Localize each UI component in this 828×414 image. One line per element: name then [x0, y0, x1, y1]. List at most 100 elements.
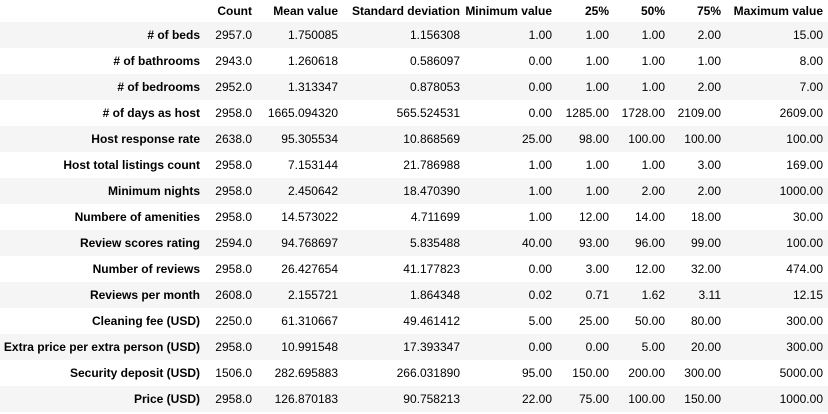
- table-cell: 96.00: [634, 236, 665, 250]
- table-row: Security deposit (USD) 1506.0 282.695883 26…: [0, 360, 828, 386]
- table-cell: 26.427654: [281, 262, 338, 276]
- table-cell: 21.786988: [403, 158, 460, 172]
- table-cell: 2958.0: [215, 262, 252, 276]
- table-row: Number of reviews 2958.0 26.427654 41.17782…: [0, 256, 828, 282]
- table-cell: 49.461412: [403, 314, 460, 328]
- table-cell: 2.00: [697, 28, 721, 42]
- table-cell: 5.00: [528, 314, 552, 328]
- table-cell: 1.00: [641, 158, 665, 172]
- table-cell: 90.758213: [403, 392, 460, 406]
- table-cell: 41.177823: [403, 262, 460, 276]
- table-cell: 1.00: [528, 210, 552, 224]
- table-row: Price (USD) 2958.0 126.870183 90.758213 22.0…: [0, 386, 828, 412]
- table-cell: 5.00: [641, 340, 665, 354]
- table-cell: 2609.00: [779, 106, 823, 120]
- table-row: # of days as host 2958.0 1665.094320 565.52…: [0, 100, 828, 126]
- table-cell: 1665.094320: [267, 106, 338, 120]
- column-header: Minimum value: [465, 4, 552, 18]
- table-cell: 40.00: [521, 236, 552, 250]
- table-cell: 80.00: [690, 314, 721, 328]
- table-cell: 300.00: [684, 366, 721, 380]
- table-cell: 1.62: [641, 288, 665, 302]
- table-cell: 0.02: [528, 288, 552, 302]
- table-cell: 1.00: [641, 80, 665, 94]
- table-cell: 22.00: [521, 392, 552, 406]
- table-cell: 0.00: [528, 54, 552, 68]
- table-cell: 1.00: [528, 184, 552, 198]
- table-cell: 5.835488: [409, 236, 460, 250]
- table-cell: 300.00: [786, 340, 823, 354]
- column-header: Count: [217, 4, 252, 18]
- table-cell: 12.15: [792, 288, 823, 302]
- table-cell: 18.470390: [403, 184, 460, 198]
- row-label: Host total listings count: [63, 158, 200, 172]
- table-cell: 2608.0: [215, 288, 252, 302]
- table-cell: 100.00: [628, 392, 665, 406]
- header-row: Count Mean value Standard deviation Minimum…: [0, 0, 828, 22]
- table-cell: 8.00: [799, 54, 823, 68]
- table-cell: 93.00: [578, 236, 609, 250]
- table-cell: 1000.00: [779, 392, 823, 406]
- table-cell: 2958.0: [215, 210, 252, 224]
- table-cell: 18.00: [690, 210, 721, 224]
- table-cell: 1.00: [585, 54, 609, 68]
- table-row: Minimum nights 2958.0 2.450642 18.470390 1.0…: [0, 178, 828, 204]
- table-cell: 1.00: [528, 28, 552, 42]
- table-cell: 14.573022: [281, 210, 338, 224]
- table-cell: 2638.0: [215, 132, 252, 146]
- table-row: Cleaning fee (USD) 2250.0 61.310667 49.4614…: [0, 308, 828, 334]
- table-cell: 300.00: [786, 314, 823, 328]
- row-label: Number of reviews: [92, 262, 200, 276]
- table-cell: 0.878053: [409, 80, 460, 94]
- table-cell: 25.00: [521, 132, 552, 146]
- table-cell: 2594.0: [215, 236, 252, 250]
- table-cell: 1.00: [528, 158, 552, 172]
- table-cell: 50.00: [634, 314, 665, 328]
- row-label: # of bathrooms: [113, 54, 200, 68]
- table-cell: 10.991548: [281, 340, 338, 354]
- table-cell: 2958.0: [215, 340, 252, 354]
- column-header: 50%: [640, 4, 665, 18]
- table-cell: 282.695883: [274, 366, 338, 380]
- table-cell: 1.00: [585, 28, 609, 42]
- table-row: Review scores rating 2594.0 94.768697 5.835…: [0, 230, 828, 256]
- table-cell: 200.00: [628, 366, 665, 380]
- table-cell: 95.305534: [281, 132, 338, 146]
- table-cell: 1.00: [585, 158, 609, 172]
- table-cell: 2.450642: [287, 184, 338, 198]
- table-cell: 99.00: [690, 236, 721, 250]
- table-cell: 1.00: [697, 54, 721, 68]
- row-label: # of beds: [147, 28, 200, 42]
- table-cell: 2.155721: [287, 288, 338, 302]
- table-row: # of bedrooms 2952.0 1.313347 0.878053 0.00 1…: [0, 74, 828, 100]
- table-cell: 3.00: [697, 158, 721, 172]
- table-cell: 30.00: [792, 210, 823, 224]
- table-cell: 12.00: [634, 262, 665, 276]
- column-header: Maximum value: [733, 4, 823, 18]
- table-cell: 0.00: [585, 340, 609, 354]
- table-cell: 5000.00: [779, 366, 823, 380]
- table-cell: 4.711699: [410, 210, 460, 224]
- column-header: 75%: [696, 4, 721, 18]
- table-cell: 2952.0: [215, 80, 252, 94]
- table-cell: 100.00: [684, 132, 721, 146]
- table-cell: 565.524531: [396, 106, 460, 120]
- table-cell: 0.71: [585, 288, 609, 302]
- table-cell: 2958.0: [215, 106, 252, 120]
- table-cell: 2958.0: [215, 158, 252, 172]
- table-cell: 0.00: [528, 80, 552, 94]
- table-cell: 0.586097: [409, 54, 460, 68]
- table-cell: 2.00: [697, 184, 721, 198]
- table-cell: 1728.00: [621, 106, 665, 120]
- table-cell: 98.00: [578, 132, 609, 146]
- table-cell: 0.00: [528, 262, 552, 276]
- table-row: Extra price per extra person (USD) 2958.0…: [0, 334, 828, 360]
- table-row: Host response rate 2638.0 95.305534 10.8685…: [0, 126, 828, 152]
- row-label: Security deposit (USD): [69, 366, 200, 380]
- table-cell: 3.11: [698, 288, 721, 302]
- table-row: # of bathrooms 2943.0 1.260618 0.586097 0.00…: [0, 48, 828, 74]
- table-cell: 1000.00: [779, 184, 823, 198]
- table-cell: 2957.0: [215, 28, 252, 42]
- column-header: Standard deviation: [351, 4, 460, 18]
